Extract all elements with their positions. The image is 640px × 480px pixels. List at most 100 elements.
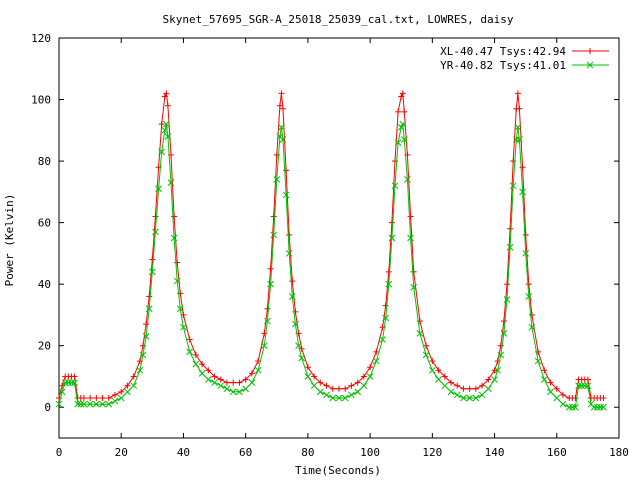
point-marker — [323, 391, 330, 399]
y-tick-label: 80 — [38, 155, 51, 168]
point-marker — [145, 305, 153, 313]
point-marker — [584, 382, 592, 390]
point-marker — [278, 123, 285, 131]
plot-frame — [58, 37, 620, 439]
point-marker — [428, 366, 436, 374]
y-tick-label: 60 — [38, 217, 51, 230]
point-marker — [92, 400, 100, 408]
point-marker — [410, 283, 418, 291]
point-marker — [86, 400, 94, 408]
point-marker — [484, 385, 492, 393]
point-marker — [379, 336, 386, 343]
point-marker — [447, 388, 455, 396]
point-marker — [372, 357, 380, 365]
point-marker — [204, 376, 212, 383]
point-marker — [354, 388, 362, 396]
point-marker — [435, 376, 442, 383]
point-marker — [158, 148, 166, 156]
point-marker — [494, 366, 502, 374]
point-marker — [223, 385, 231, 393]
series-1 — [55, 120, 607, 411]
x-tick-label: 180 — [609, 446, 629, 459]
series-0 — [56, 90, 607, 401]
point-marker — [267, 280, 274, 288]
point-marker — [453, 391, 461, 399]
point-marker — [382, 314, 390, 322]
point-marker — [292, 320, 299, 328]
legend-label: YR-40.82 Tsys:41.01 — [440, 59, 566, 72]
point-marker — [167, 179, 175, 186]
point-marker — [162, 120, 170, 128]
point-marker — [304, 373, 312, 380]
point-marker — [391, 182, 399, 190]
point-marker — [360, 382, 368, 390]
point-marker — [142, 333, 150, 340]
point-marker — [176, 305, 184, 313]
point-marker — [229, 388, 237, 396]
point-marker — [152, 228, 159, 236]
point-marker — [260, 342, 268, 350]
y-tick-label: 0 — [44, 401, 51, 414]
point-marker — [509, 182, 517, 190]
point-marker — [572, 403, 579, 411]
point-marker — [394, 139, 402, 146]
x-tick-label: 120 — [422, 446, 442, 459]
point-marker — [590, 403, 598, 411]
point-marker — [341, 394, 349, 402]
point-marker — [534, 357, 542, 365]
axis-ticks: 0 20 40 60 80 100 120 140 160 180 0 20 40 60 80 100 120 — [31, 32, 629, 459]
point-marker — [173, 277, 181, 285]
point-marker — [211, 379, 218, 386]
point-marker — [559, 400, 567, 408]
point-marker — [348, 391, 355, 399]
point-marker — [285, 250, 293, 257]
point-marker — [298, 354, 306, 362]
point-marker — [264, 317, 271, 325]
point-marker — [335, 394, 343, 402]
point-marker — [404, 176, 411, 183]
chart-title: Skynet_57695_SGR-A_25018_25039_cal.txt, … — [163, 13, 514, 26]
point-marker — [540, 376, 548, 383]
x-tick-label: 80 — [301, 446, 314, 459]
point-marker — [441, 382, 449, 390]
point-marker — [586, 61, 594, 69]
y-tick-label: 120 — [31, 32, 51, 45]
point-marker — [71, 379, 78, 386]
point-marker — [528, 323, 536, 331]
point-marker — [80, 400, 88, 408]
point-marker — [593, 403, 601, 411]
point-marker — [105, 400, 113, 408]
x-tick-label: 0 — [56, 446, 63, 459]
point-marker — [400, 136, 408, 143]
legend-label: XL-40.47 Tsys:42.94 — [440, 45, 566, 58]
series-line — [58, 91, 604, 399]
point-marker — [282, 191, 290, 199]
point-marker — [366, 373, 374, 380]
point-marker — [288, 293, 296, 300]
x-tick-label: 140 — [485, 446, 505, 459]
point-marker — [522, 250, 530, 257]
point-marker — [77, 400, 85, 408]
point-marker — [155, 185, 162, 193]
point-marker — [491, 376, 498, 383]
point-marker — [273, 176, 281, 183]
point-marker — [139, 351, 147, 359]
x-tick-label: 60 — [239, 446, 252, 459]
point-marker — [186, 348, 194, 356]
point-marker — [198, 370, 206, 377]
point-marker — [512, 136, 520, 143]
point-marker — [525, 293, 533, 300]
point-marker — [388, 234, 396, 242]
point-marker — [553, 394, 561, 402]
x-axis-label: Time(Seconds) — [295, 464, 381, 477]
point-marker — [466, 394, 474, 402]
point-marker — [329, 394, 337, 402]
point-marker — [58, 388, 66, 396]
point-marker — [164, 133, 172, 140]
point-marker — [500, 330, 508, 337]
point-marker — [506, 243, 514, 251]
point-marker — [148, 268, 156, 276]
x-tick-label: 40 — [177, 446, 190, 459]
